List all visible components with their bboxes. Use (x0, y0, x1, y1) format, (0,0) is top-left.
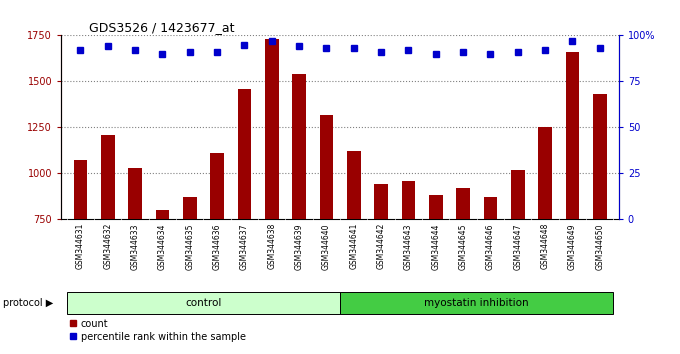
Text: GDS3526 / 1423677_at: GDS3526 / 1423677_at (89, 21, 235, 34)
Bar (210, 153, 224, 219)
Text: GSM344650: GSM344650 (595, 223, 604, 269)
Text: GSM344641: GSM344641 (349, 223, 358, 269)
Text: GSM344634: GSM344634 (158, 223, 167, 269)
Text: GSM344647: GSM344647 (513, 223, 522, 269)
Bar (456, 188, 470, 219)
Text: GSM344649: GSM344649 (568, 223, 577, 269)
Text: GSM344635: GSM344635 (185, 223, 194, 269)
Bar (511, 170, 524, 219)
Bar (128, 168, 142, 219)
Text: GSM344644: GSM344644 (431, 223, 440, 269)
Text: myostatin inhibition: myostatin inhibition (424, 298, 529, 308)
Text: GSM344631: GSM344631 (76, 223, 85, 269)
Bar (566, 52, 579, 219)
Bar (401, 181, 415, 219)
Bar (340, 292, 613, 314)
Bar (593, 94, 607, 219)
Text: GSM344643: GSM344643 (404, 223, 413, 269)
Legend: count, percentile rank within the sample: count, percentile rank within the sample (66, 315, 250, 346)
Bar (183, 198, 197, 219)
Text: protocol ▶: protocol ▶ (3, 298, 54, 308)
Bar (156, 210, 169, 219)
Bar (320, 115, 333, 219)
Text: GSM344642: GSM344642 (377, 223, 386, 269)
Bar (67, 292, 340, 314)
Bar (73, 160, 87, 219)
Bar (347, 152, 360, 219)
Text: GSM344640: GSM344640 (322, 223, 331, 269)
Bar (237, 89, 251, 219)
Text: control: control (185, 298, 222, 308)
Text: GSM344648: GSM344648 (541, 223, 549, 269)
Text: GSM344637: GSM344637 (240, 223, 249, 269)
Text: GSM344639: GSM344639 (294, 223, 303, 269)
Bar (101, 135, 114, 219)
Bar (429, 195, 443, 219)
Text: GSM344645: GSM344645 (458, 223, 468, 269)
Bar (292, 74, 306, 219)
Text: GSM344638: GSM344638 (267, 223, 276, 269)
Bar (483, 198, 497, 219)
Bar (538, 127, 552, 219)
Text: GSM344636: GSM344636 (212, 223, 222, 269)
Text: GSM344632: GSM344632 (103, 223, 112, 269)
Bar (265, 39, 279, 219)
Bar (374, 184, 388, 219)
Text: GSM344633: GSM344633 (131, 223, 139, 269)
Text: GSM344646: GSM344646 (486, 223, 495, 269)
